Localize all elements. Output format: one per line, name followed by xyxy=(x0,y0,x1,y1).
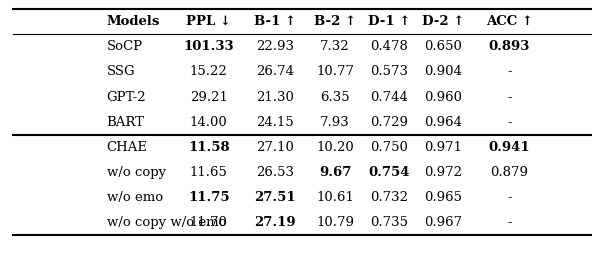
Text: 0.754: 0.754 xyxy=(368,166,410,179)
Text: PPL ↓: PPL ↓ xyxy=(186,15,231,28)
Text: CHAE: CHAE xyxy=(106,141,147,154)
Text: SoCP: SoCP xyxy=(106,40,143,53)
Text: 0.967: 0.967 xyxy=(424,216,462,229)
Text: 0.972: 0.972 xyxy=(424,166,462,179)
Text: 27.51: 27.51 xyxy=(254,191,296,204)
Text: 15.22: 15.22 xyxy=(190,66,228,79)
Text: 0.965: 0.965 xyxy=(424,191,462,204)
Text: 0.650: 0.650 xyxy=(425,40,462,53)
Text: 0.735: 0.735 xyxy=(370,216,408,229)
Text: B-1 ↑: B-1 ↑ xyxy=(254,15,296,28)
Text: w/o copy: w/o copy xyxy=(106,166,165,179)
Text: D-1 ↑: D-1 ↑ xyxy=(368,15,410,28)
Text: -: - xyxy=(507,91,512,104)
Text: 10.79: 10.79 xyxy=(316,216,354,229)
Text: BART: BART xyxy=(106,116,144,129)
Text: w/o copy w/o emo: w/o copy w/o emo xyxy=(106,216,226,229)
Text: 0.573: 0.573 xyxy=(370,66,408,79)
Text: SSG: SSG xyxy=(106,66,135,79)
Text: B-2 ↑: B-2 ↑ xyxy=(314,15,356,28)
Text: 101.33: 101.33 xyxy=(184,40,234,53)
Text: 22.93: 22.93 xyxy=(256,40,294,53)
Text: 21.30: 21.30 xyxy=(256,91,294,104)
Text: 14.00: 14.00 xyxy=(190,116,228,129)
Text: w/o emo: w/o emo xyxy=(106,191,162,204)
Text: 10.61: 10.61 xyxy=(316,191,354,204)
Text: 7.93: 7.93 xyxy=(320,116,350,129)
Text: 6.35: 6.35 xyxy=(320,91,350,104)
Text: -: - xyxy=(507,191,512,204)
Text: 24.15: 24.15 xyxy=(256,116,294,129)
Text: 29.21: 29.21 xyxy=(190,91,228,104)
Text: 27.19: 27.19 xyxy=(254,216,296,229)
Text: 27.10: 27.10 xyxy=(256,141,294,154)
Text: 10.77: 10.77 xyxy=(316,66,354,79)
Text: 0.904: 0.904 xyxy=(425,66,462,79)
Text: -: - xyxy=(507,66,512,79)
Text: 0.729: 0.729 xyxy=(370,116,408,129)
Text: -: - xyxy=(507,216,512,229)
Text: 11.70: 11.70 xyxy=(190,216,228,229)
Text: 11.65: 11.65 xyxy=(190,166,228,179)
Text: 0.879: 0.879 xyxy=(490,166,528,179)
Text: 0.744: 0.744 xyxy=(370,91,408,104)
Text: 0.732: 0.732 xyxy=(370,191,408,204)
Text: 0.750: 0.750 xyxy=(370,141,408,154)
Text: 0.960: 0.960 xyxy=(424,91,462,104)
Text: 0.941: 0.941 xyxy=(489,141,530,154)
Text: 11.58: 11.58 xyxy=(188,141,230,154)
Text: -: - xyxy=(507,116,512,129)
Text: 0.971: 0.971 xyxy=(424,141,462,154)
Text: D-2 ↑: D-2 ↑ xyxy=(422,15,464,28)
Text: 11.75: 11.75 xyxy=(188,191,230,204)
Text: 0.964: 0.964 xyxy=(424,116,462,129)
Text: 7.32: 7.32 xyxy=(320,40,350,53)
Text: ACC ↑: ACC ↑ xyxy=(486,15,533,28)
Text: 9.67: 9.67 xyxy=(319,166,352,179)
Text: 0.478: 0.478 xyxy=(370,40,408,53)
Text: 26.74: 26.74 xyxy=(256,66,294,79)
Text: 0.893: 0.893 xyxy=(489,40,530,53)
Text: GPT-2: GPT-2 xyxy=(106,91,146,104)
Text: 26.53: 26.53 xyxy=(256,166,294,179)
Text: Models: Models xyxy=(106,15,160,28)
Text: 10.20: 10.20 xyxy=(316,141,354,154)
